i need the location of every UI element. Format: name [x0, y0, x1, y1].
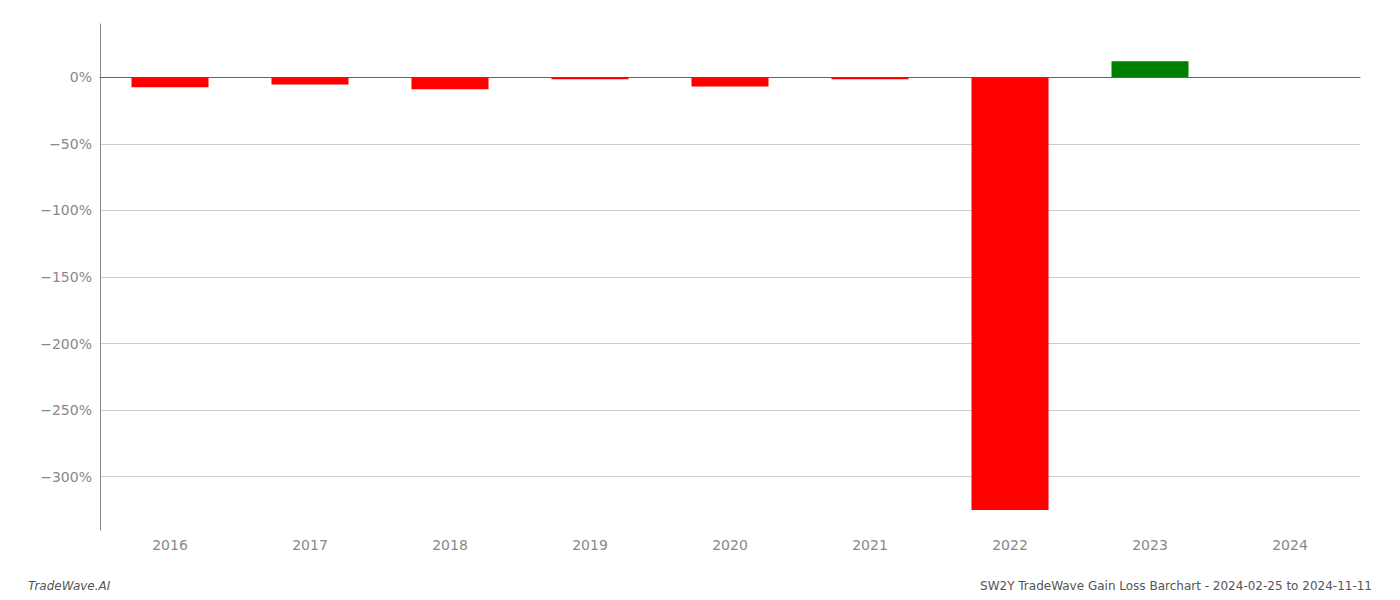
- svg-text:−100%: −100%: [40, 202, 92, 218]
- svg-text:2017: 2017: [292, 537, 328, 553]
- svg-text:2019: 2019: [572, 537, 608, 553]
- svg-text:0%: 0%: [70, 69, 92, 85]
- svg-text:−300%: −300%: [40, 469, 92, 485]
- svg-text:2021: 2021: [852, 537, 888, 553]
- svg-text:2016: 2016: [152, 537, 188, 553]
- svg-text:SW2Y TradeWave Gain Loss Barch: SW2Y TradeWave Gain Loss Barchart - 2024…: [980, 579, 1372, 593]
- svg-text:−150%: −150%: [40, 269, 92, 285]
- svg-text:2023: 2023: [1132, 537, 1168, 553]
- svg-text:−200%: −200%: [40, 336, 92, 352]
- svg-text:2020: 2020: [712, 537, 748, 553]
- svg-text:2022: 2022: [992, 537, 1028, 553]
- svg-text:TradeWave.AI: TradeWave.AI: [28, 579, 111, 593]
- svg-text:2024: 2024: [1272, 537, 1308, 553]
- svg-text:2018: 2018: [432, 537, 468, 553]
- svg-text:−50%: −50%: [49, 136, 92, 152]
- svg-text:−250%: −250%: [40, 402, 92, 418]
